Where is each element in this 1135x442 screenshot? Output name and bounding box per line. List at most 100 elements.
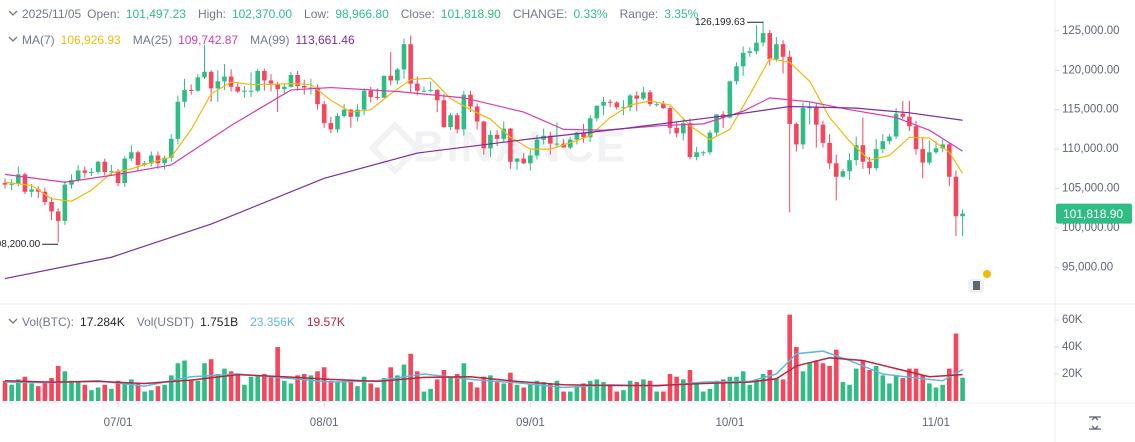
candle-body (641, 92, 646, 99)
candle-body (182, 89, 187, 102)
field-label: Open: (87, 7, 120, 21)
candle-body (927, 152, 932, 163)
candle-body (794, 123, 799, 145)
candle-body (521, 158, 526, 164)
volume-bar (614, 391, 620, 401)
candle-body (368, 90, 374, 98)
candle-body (75, 170, 81, 180)
candle-body (9, 183, 14, 185)
candle-body (853, 145, 859, 161)
volume-bar (714, 380, 719, 401)
volume-bar (514, 384, 520, 401)
vol-ma-value: 23.356K (250, 315, 295, 329)
ohlc-legend: 2025/11/05 Open: 101,497.23 High: 102,370.0… (22, 7, 704, 21)
volume-bar (401, 364, 407, 401)
note-icon[interactable] (968, 270, 991, 293)
field-value: 101,497.23 (125, 7, 186, 21)
volume-bar (468, 382, 473, 401)
candle-body (62, 184, 68, 221)
watermark-logo (368, 121, 422, 175)
volume-bar (794, 347, 799, 401)
fit-icon[interactable] (1089, 416, 1101, 430)
candle-body (820, 124, 826, 143)
volume-bar (754, 379, 759, 401)
field-label: High: (197, 7, 226, 21)
candle-body (95, 161, 101, 173)
volume-bar (887, 383, 892, 401)
volume-bar (774, 378, 779, 401)
volume-bar (913, 368, 919, 401)
candle-body (448, 115, 453, 128)
volume-bar (75, 382, 81, 401)
value: 1.751B (200, 315, 239, 329)
volume-bar (860, 360, 866, 401)
candle-body (607, 101, 613, 103)
candle-body (355, 109, 360, 117)
volume-bar (321, 367, 327, 401)
volume-bar (415, 371, 420, 401)
candle-body (49, 202, 54, 212)
volume-bar (2, 380, 8, 401)
volume-bar (89, 390, 94, 401)
y-tick-label: 125,000.00 (1062, 25, 1120, 37)
candle-body (335, 115, 340, 130)
candle-body (395, 69, 400, 81)
candle-body (208, 71, 214, 89)
volume-bar (927, 383, 932, 401)
volume-bar (29, 383, 34, 401)
candle-body (275, 83, 280, 90)
ma-legend: MA(7) 106,926.93 MA(25) 109,742.87 MA(99) 113… (22, 33, 361, 47)
candle-body (554, 143, 560, 145)
candle-body (248, 90, 254, 92)
candle-body (255, 71, 260, 91)
candle-body (262, 71, 267, 81)
candle-body (574, 132, 580, 140)
volume-bar (255, 375, 260, 401)
candle-body (2, 183, 8, 185)
candle-body (900, 113, 906, 117)
ma-line (4, 105, 963, 280)
candle-body (940, 144, 945, 149)
candle-body (29, 189, 34, 192)
volume-bar (554, 380, 560, 401)
candle-body (627, 95, 633, 108)
candle-body (474, 106, 480, 122)
candle-body (681, 123, 686, 134)
volume-bar (594, 379, 600, 401)
candle-body (42, 191, 48, 202)
volume-bar (674, 376, 679, 401)
field-value: 101,818.90 (440, 7, 501, 21)
volume-bar (687, 369, 693, 401)
volume-bar (867, 369, 872, 401)
candle-body (149, 155, 154, 164)
volume-bar (461, 363, 467, 401)
volume-bar (548, 383, 553, 401)
ma-name: MA(99) (250, 33, 290, 47)
volume-bar (162, 384, 167, 401)
value: 17.284K (80, 315, 125, 329)
candle-body (188, 89, 194, 91)
volume-bar (335, 382, 340, 401)
volume-bar (853, 368, 859, 401)
volume-bar (807, 363, 812, 401)
candle-body (567, 139, 573, 148)
ma-name: MA(25) (132, 33, 173, 47)
candle-body (734, 66, 739, 82)
candle-body (847, 160, 852, 172)
volume-bar (587, 380, 593, 401)
volume-bar (315, 371, 320, 401)
collapse-icon[interactable] (8, 10, 18, 16)
volume-bar (308, 375, 314, 401)
volume-bar (528, 383, 533, 401)
collapse-icon[interactable] (8, 36, 18, 42)
volume-bar (341, 380, 347, 401)
volume-bar (262, 374, 267, 401)
volume-bar (767, 369, 773, 401)
collapse-icon[interactable] (8, 318, 18, 324)
volume-bar (567, 391, 573, 401)
volume-bar (35, 386, 41, 401)
candle-body (780, 44, 786, 57)
candle-body (341, 109, 347, 116)
candle-body (421, 90, 427, 92)
volume-bar (627, 380, 633, 401)
